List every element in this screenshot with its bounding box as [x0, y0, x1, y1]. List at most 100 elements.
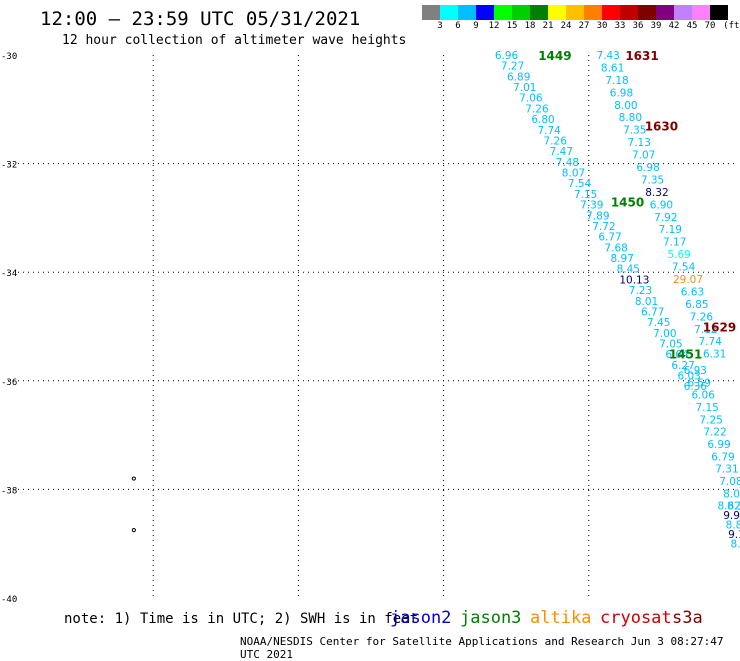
scale-swatch: [548, 5, 566, 20]
wave-height-value: 7.00: [653, 328, 676, 340]
wave-height-value: 7.01: [513, 82, 536, 94]
wave-height-value: 7.74: [699, 336, 723, 348]
scale-label: 42: [668, 21, 680, 31]
wave-height-value: 6.06: [692, 390, 716, 402]
wave-height-value: 6.27: [671, 360, 694, 372]
wave-height-value: 7.26: [690, 311, 714, 323]
wave-height-value: 6.79: [711, 451, 734, 463]
island-marker: [131, 476, 136, 481]
scale-swatch: [656, 5, 674, 20]
wave-height-value: 6.90: [650, 199, 673, 211]
wave-height-value: 7.45: [647, 317, 670, 329]
scale-label: 21: [542, 21, 554, 31]
wave-height-value: 6.98: [636, 162, 659, 174]
wave-height-value: 7.35: [623, 125, 646, 137]
wave-height-value: 5.69: [667, 249, 690, 261]
scale-swatch: [584, 5, 602, 20]
wave-height-value: 8.32: [645, 187, 668, 199]
scale-swatch: [638, 5, 656, 20]
scale-label: 39: [650, 21, 662, 31]
scale-swatch: [620, 5, 638, 20]
wave-height-value: 7.92: [654, 212, 677, 224]
wave-height-value: 8.00: [723, 488, 740, 500]
wave-height-value: 7.72: [592, 221, 615, 233]
pass-label: 1631: [625, 49, 658, 63]
wave-height-value: 6.59: [688, 377, 711, 389]
wave-height-value: 6.85: [685, 299, 708, 311]
scale-label: 9: [473, 21, 479, 31]
y-tick-label: -32: [1, 161, 17, 171]
wave-height-value: 8.62: [717, 501, 740, 513]
credit-line: NOAA/NESDIS Center for Satellite Applica…: [240, 635, 724, 661]
wave-height-value: 7.07: [632, 150, 655, 162]
wave-height-value: 7.12: [694, 324, 717, 336]
wave-height-value: 6.99: [707, 439, 730, 451]
scale-swatch: [710, 5, 728, 20]
wave-height-value: 6.31: [703, 349, 726, 361]
wave-height-value: 8.38: [727, 501, 740, 513]
scale-label: 30: [596, 21, 608, 31]
island-marker: [131, 528, 136, 533]
chart-subtitle: 12 hour collection of altimeter wave hei…: [62, 33, 407, 48]
wave-height-value: 6.64: [665, 349, 689, 361]
scale-swatch: [458, 5, 476, 20]
wave-height-value: 7.05: [659, 338, 682, 350]
scale-label: 36: [632, 21, 644, 31]
wave-height-value: 7.18: [605, 75, 628, 87]
wave-height-value: 7.54: [568, 178, 592, 190]
wave-height-value: 6.77: [641, 306, 664, 318]
wave-height-value: 29.07: [673, 274, 703, 286]
wave-height-value: 6.36: [684, 381, 708, 393]
legend-cryosat: cryosat: [600, 608, 672, 628]
wave-height-value: 8.45: [617, 264, 640, 276]
legend-jason3: jason3: [460, 608, 522, 628]
scale-swatch: [692, 5, 710, 20]
wave-height-value: 7.22: [703, 427, 726, 439]
y-tick-label: -38: [1, 486, 17, 496]
wave-height-value: 8.8: [726, 520, 740, 532]
scale-swatch: [566, 5, 584, 20]
wave-height-value: 6.80: [531, 114, 554, 126]
wave-height-value: 8.07: [562, 168, 585, 180]
legend-altika: altika: [530, 608, 592, 628]
scale-label: 24: [560, 21, 572, 31]
footer-note: note: 1) Time is in UTC; 2) SWH is in fe…: [64, 611, 419, 627]
wave-height-value: 7.06: [519, 93, 543, 105]
wave-height-value: 7.43: [596, 50, 619, 62]
wave-height-value: 8.80: [619, 112, 642, 124]
wave-height-value: 7.89: [586, 210, 609, 222]
wave-height-value: 7.27: [501, 61, 524, 73]
wave-height-value: 7.48: [556, 157, 579, 169]
wave-height-value: 6.98: [610, 87, 633, 99]
y-tick-label: -36: [1, 378, 17, 388]
wave-height-value: 9.1: [728, 529, 740, 541]
scale-label: 6: [455, 21, 461, 31]
wave-height-value: 8.97: [611, 253, 634, 265]
y-tick-label: -40: [1, 595, 17, 605]
wave-height-map: 757881848790-30-32-34-36-38-406.967.276.…: [1, 49, 740, 605]
wave-height-value: 7.39: [580, 200, 603, 212]
wave-height-value: 6.63: [681, 286, 704, 298]
scale-swatch: [530, 5, 548, 20]
wave-height-value: 8.8: [730, 539, 740, 551]
scale-swatch: [476, 5, 494, 20]
pass-label: 1451: [669, 348, 702, 362]
wave-height-value: 6.89: [507, 71, 530, 83]
wave-height-value: 6.96: [495, 50, 519, 62]
scale-label: 3: [437, 21, 443, 31]
scale-swatch: [602, 5, 620, 20]
wave-height-value: 7.26: [525, 103, 549, 115]
pass-label: 1450: [611, 196, 644, 210]
wave-height-value: 6.77: [598, 232, 621, 244]
pass-label: 1629: [703, 321, 736, 335]
wave-height-value: 7.54: [672, 262, 696, 274]
scale-label: 18: [524, 21, 536, 31]
chart-title: 12:00 – 23:59 UTC 05/31/2021: [40, 8, 361, 30]
scale-swatch: [494, 5, 512, 20]
wave-height-value: 7.17: [663, 237, 686, 249]
legend-jason2: jason2: [390, 608, 452, 628]
wave-height-value: 8.01: [635, 296, 658, 308]
scale-swatch: [674, 5, 692, 20]
wave-height-value: 8.00: [614, 100, 637, 112]
wave-height-value: 6.03: [677, 371, 700, 383]
